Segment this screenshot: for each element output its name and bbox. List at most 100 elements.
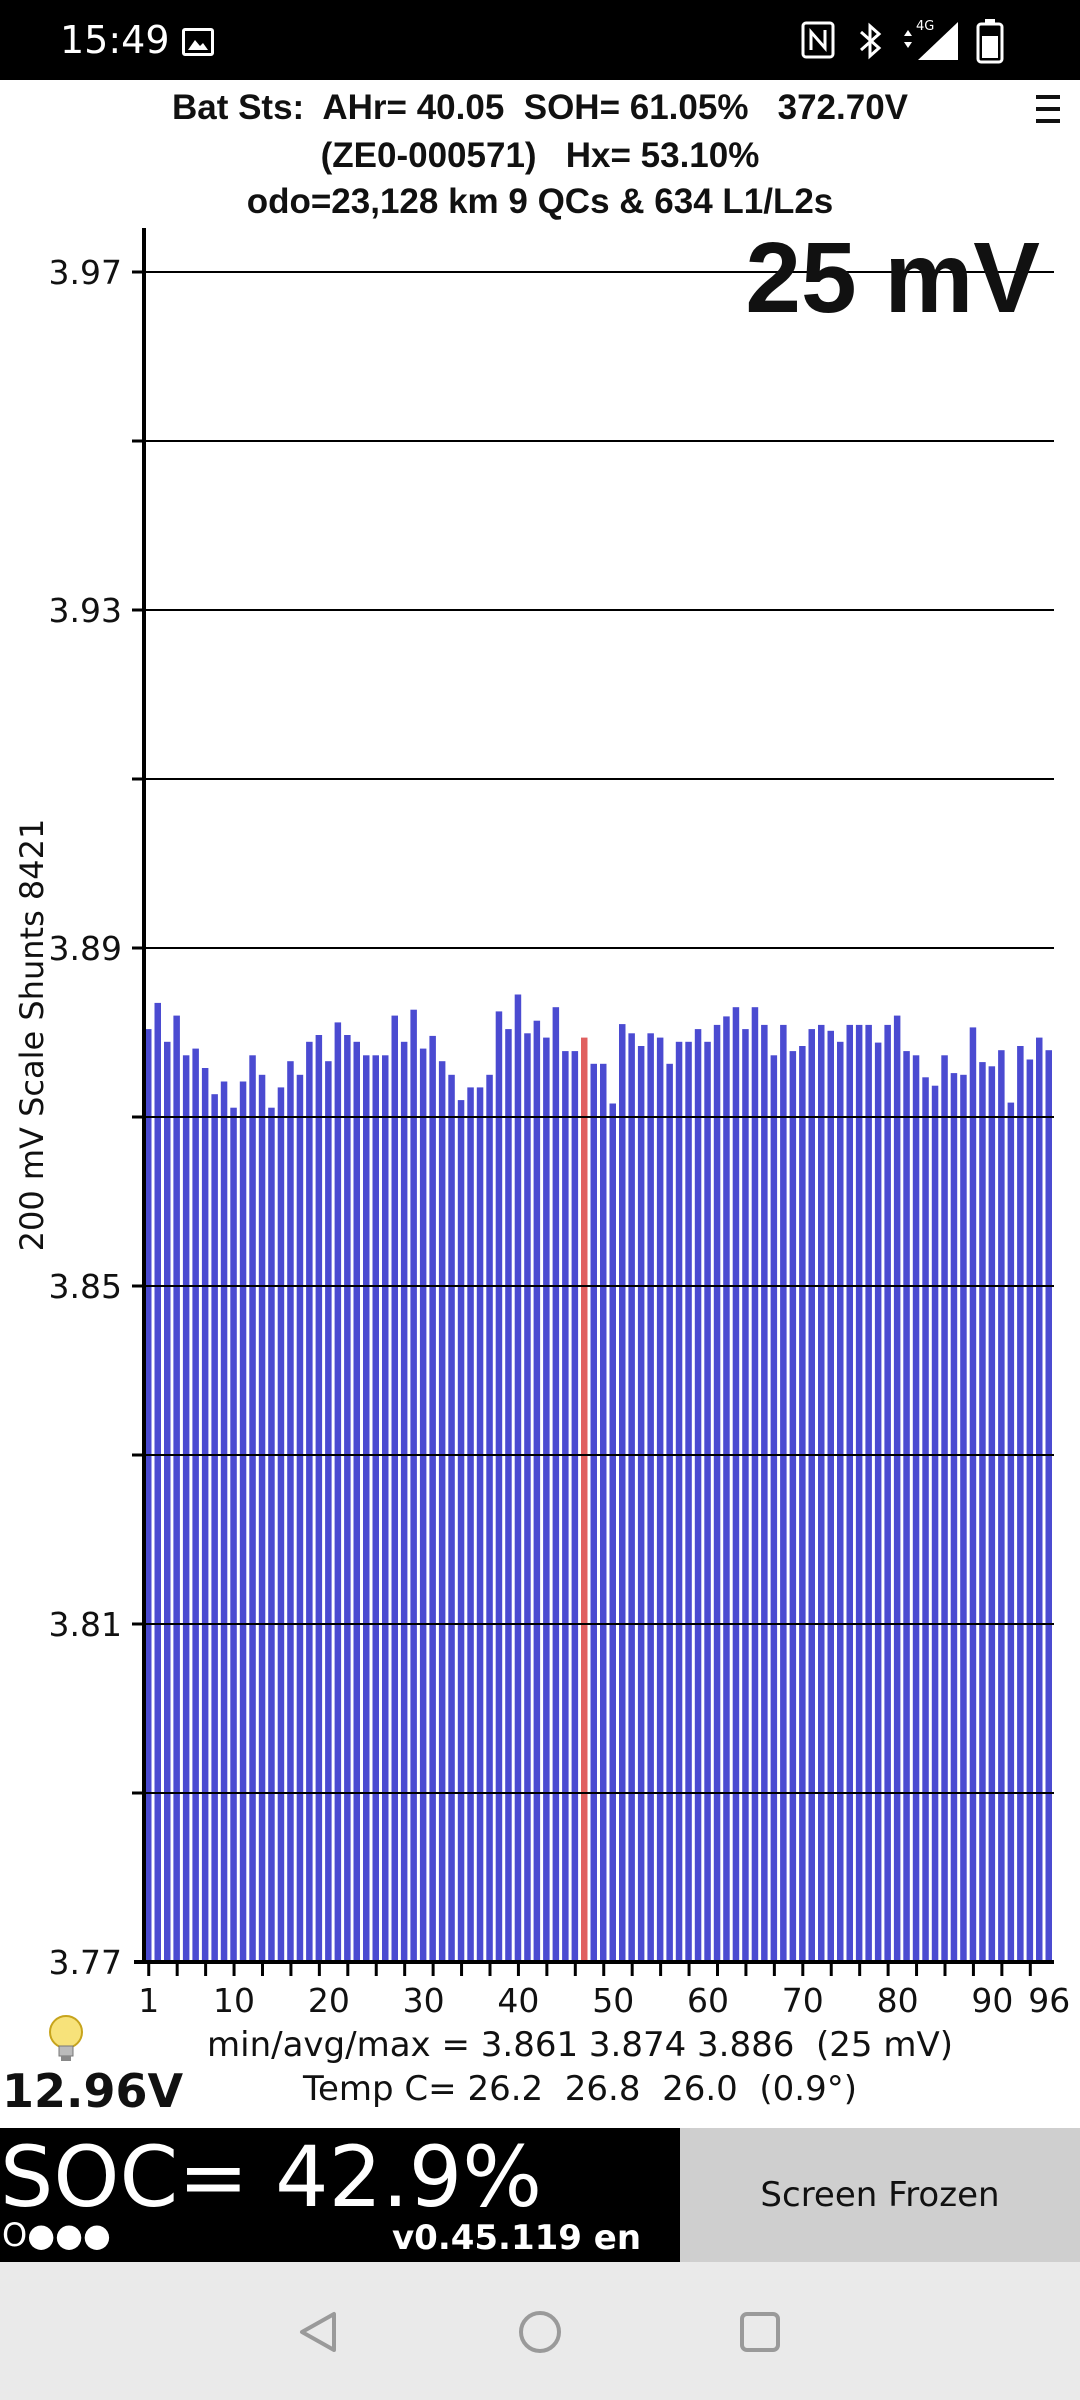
bar-cell-46 <box>571 1051 579 1962</box>
bar-cell-55 <box>656 1037 664 1962</box>
bar-cell-89 <box>979 1062 986 1962</box>
lightbulb-icon[interactable] <box>46 2012 86 2068</box>
x-tick-label: 10 <box>213 1981 255 2020</box>
bar-cell-72 <box>818 1024 825 1962</box>
navigation-bar <box>0 2262 1080 2400</box>
bar-cell-51 <box>619 1024 626 1962</box>
bar-cell-58 <box>685 1041 692 1962</box>
screen-frozen-button[interactable]: Screen Frozen <box>680 2128 1080 2262</box>
bar-cell-32 <box>438 1061 446 1962</box>
soc-value: SOC= 42.9% <box>0 2128 543 2226</box>
status-bar: 15:49 4G <box>0 0 1080 80</box>
bar-cell-16 <box>287 1061 294 1962</box>
bar-cell-19 <box>315 1035 323 1962</box>
x-tick-label: 70 <box>782 1981 824 2020</box>
bar-cell-9 <box>220 1081 228 1962</box>
bar-cell-67 <box>770 1055 778 1962</box>
bar-cell-92 <box>1007 1102 1015 1962</box>
bar-cell-18 <box>306 1041 313 1962</box>
bar-cell-86 <box>950 1073 958 1962</box>
bluetooth-icon <box>860 22 882 60</box>
bar-cell-27 <box>391 1015 398 1962</box>
bar-cell-80 <box>893 1015 901 1962</box>
bar-cell-48 <box>590 1063 597 1962</box>
battery-icon <box>976 19 1004 64</box>
bar-cell-31 <box>429 1035 436 1962</box>
signal-4g-icon: 4G <box>904 19 958 60</box>
bar-cell-53 <box>637 1046 645 1962</box>
bar-cell-83 <box>922 1077 929 1962</box>
y-tick-label: 3.77 <box>49 1943 122 1982</box>
vehicle-id-line: (ZE0-000571) Hx= 53.10% <box>320 136 760 175</box>
bar-cell-33 <box>448 1074 455 1962</box>
bar-cell-60 <box>704 1041 711 1962</box>
bar-cell-75 <box>846 1024 853 1962</box>
bar-cell-4 <box>173 1015 180 1962</box>
bar-cell-68 <box>780 1024 787 1962</box>
home-icon[interactable] <box>510 2302 570 2362</box>
bar-cell-70 <box>799 1046 806 1962</box>
bar-cell-76 <box>855 1024 863 1962</box>
bar-cell-56 <box>666 1063 673 1962</box>
recents-icon[interactable] <box>730 2302 790 2362</box>
bar-cell-65 <box>751 1007 759 1962</box>
bar-cell-95 <box>1036 1037 1043 1962</box>
back-icon[interactable] <box>290 2302 350 2362</box>
bar-cell-64 <box>742 1029 749 1962</box>
x-tick-label: 80 <box>877 1981 919 2020</box>
bar-cell-62 <box>723 1016 730 1962</box>
bar-cell-29 <box>410 1009 417 1962</box>
bar-cell-14 <box>268 1107 275 1962</box>
y-axis-label: 200 mV Scale Shunts 8421 <box>13 818 51 1252</box>
y-tick-label: 3.89 <box>49 929 122 968</box>
bar-cell-20 <box>325 1061 332 1962</box>
bar-cell-71 <box>808 1029 815 1962</box>
x-tick-label: 96 <box>1028 1981 1070 2020</box>
bar-cell-13 <box>258 1074 266 1962</box>
indicator-dots: O●●● <box>2 2216 111 2254</box>
bar-cell-82 <box>912 1055 920 1962</box>
x-tick-label: 60 <box>687 1981 729 2020</box>
bar-cell-1 <box>145 1029 152 1962</box>
bar-cell-77 <box>865 1024 872 1962</box>
bar-cell-79 <box>884 1024 891 1962</box>
bar-cell-39 <box>505 1029 512 1962</box>
bar-cell-30 <box>419 1048 427 1962</box>
bar-cell-94 <box>1026 1059 1034 1962</box>
bar-cell-21 <box>334 1022 342 1962</box>
bar-cell-90 <box>988 1066 996 1962</box>
bar-cell-42 <box>533 1020 541 1962</box>
bar-cell-40 <box>514 994 522 1962</box>
status-time: 15:49 <box>60 18 170 62</box>
bar-cell-52 <box>628 1033 635 1962</box>
bar-cell-81 <box>903 1051 910 1962</box>
menu-icon[interactable] <box>1036 95 1060 127</box>
bar-cell-45 <box>562 1051 569 1962</box>
x-tick-label: 1 <box>138 1981 159 2020</box>
bar-cell-57 <box>675 1041 683 1962</box>
bar-cell-63 <box>732 1007 740 1962</box>
y-tick-label: 3.85 <box>49 1267 122 1306</box>
bar-cell-69 <box>789 1051 797 1962</box>
bar-cell-84 <box>931 1085 939 1962</box>
temperature-stats: Temp C= 26.2 26.8 26.0 (0.9°) <box>302 2069 857 2109</box>
bar-cell-73 <box>827 1030 834 1962</box>
aux-battery-voltage: 12.96V <box>2 2064 184 2118</box>
bar-cell-49 <box>600 1063 607 1962</box>
bar-cell-38 <box>495 1011 503 1962</box>
bar-cell-5 <box>182 1055 190 1962</box>
bar-cell-26 <box>382 1055 389 1962</box>
bar-cell-37 <box>486 1074 493 1962</box>
app-version: v0.45.119 en <box>392 2218 642 2258</box>
bar-cell-10 <box>230 1107 237 1962</box>
bar-cell-2 <box>154 1002 161 1962</box>
bar-cell-44 <box>552 1007 560 1962</box>
bar-cell-6 <box>192 1048 199 1962</box>
bar-cell-91 <box>998 1050 1005 1962</box>
bar-cell-23 <box>353 1041 360 1962</box>
y-tick-label: 3.97 <box>49 253 122 292</box>
network-label: 4G <box>916 19 934 34</box>
scale-label: 25 mV <box>745 222 1040 334</box>
x-tick-label: 90 <box>971 1981 1013 2020</box>
bar-cell-17 <box>296 1074 304 1962</box>
